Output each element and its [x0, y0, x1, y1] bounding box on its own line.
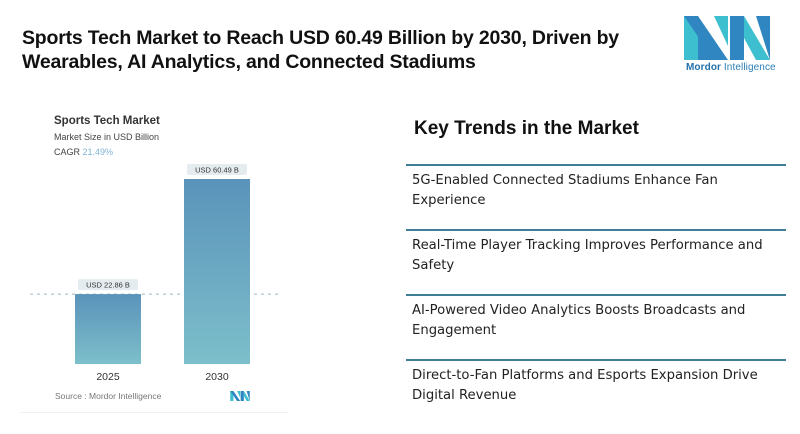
- trend-item: AI-Powered Video Analytics Boosts Broadc…: [406, 294, 786, 359]
- bar-2030: [184, 179, 250, 364]
- brand-name: Mordor Intelligence: [686, 62, 776, 73]
- cagr-value: 21.49%: [82, 147, 114, 157]
- x-tick-label: 2025: [96, 371, 120, 383]
- brand-logo: Mordor Intelligence: [684, 16, 784, 73]
- page-headline: Sports Tech Market to Reach USD 60.49 Bi…: [22, 27, 619, 73]
- bar-chart: USD 22.86 B 2025 USD 60.49 B 2030: [30, 164, 278, 383]
- bar-2025: [75, 294, 141, 364]
- key-trends-title: Key Trends in the Market: [414, 118, 639, 139]
- mini-logo-icon: [230, 391, 250, 401]
- chart-subtitle: Market Size in USD Billion: [54, 132, 160, 142]
- source-note: Source : Mordor Intelligence: [55, 391, 162, 401]
- chart-card: USD 22.86 B 2025 USD 60.49 B 2030 Sports Te…: [20, 100, 288, 413]
- data-label: USD 60.49 B: [195, 166, 239, 175]
- x-tick-label: 2030: [205, 371, 229, 383]
- trend-item: Direct-to-Fan Platforms and Esports Expa…: [406, 359, 786, 424]
- chart-title: Sports Tech Market: [54, 115, 160, 127]
- mordor-intelligence-logo-icon: [684, 16, 770, 60]
- data-label: USD 22.86 B: [86, 281, 130, 290]
- data-label-bg: [78, 279, 138, 291]
- trend-item: Real-Time Player Tracking Improves Perfo…: [406, 229, 786, 294]
- key-trends-panel: Key Trends in the Market 5G-Enabled Conn…: [406, 112, 786, 424]
- cagr-label: CAGR 21.49%: [54, 147, 114, 157]
- data-label-bg: [187, 164, 247, 175]
- trend-item: 5G-Enabled Connected Stadiums Enhance Fa…: [406, 164, 786, 229]
